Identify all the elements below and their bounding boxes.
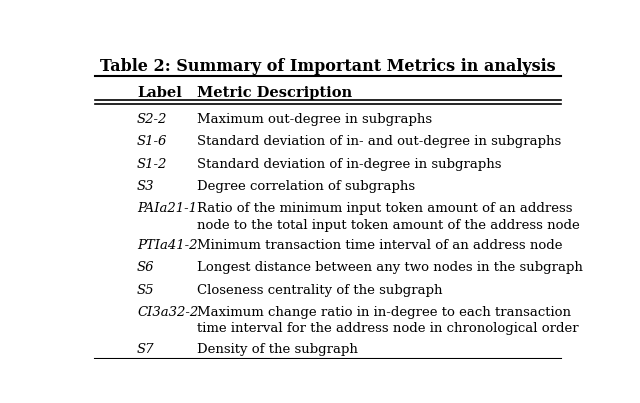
Text: Standard deviation of in- and out-degree in subgraphs: Standard deviation of in- and out-degree… [196,135,561,148]
Text: PAIa21-1: PAIa21-1 [137,202,197,215]
Text: Table 2: Summary of Important Metrics in analysis: Table 2: Summary of Important Metrics in… [100,58,556,75]
Text: Maximum change ratio in in-degree to each transaction
time interval for the addr: Maximum change ratio in in-degree to eac… [196,306,578,335]
Text: S5: S5 [137,284,154,297]
Text: Ratio of the minimum input token amount of an address
node to the total input to: Ratio of the minimum input token amount … [196,202,579,232]
Text: S1-2: S1-2 [137,158,168,170]
Text: PTIa41-2: PTIa41-2 [137,239,198,252]
Text: S1-6: S1-6 [137,135,168,148]
Text: S6: S6 [137,261,154,274]
Text: Label: Label [137,85,182,100]
Text: Metric Description: Metric Description [196,85,352,100]
Text: S7: S7 [137,343,154,355]
Text: S3: S3 [137,180,154,193]
Text: Standard deviation of in-degree in subgraphs: Standard deviation of in-degree in subgr… [196,158,501,170]
Text: Longest distance between any two nodes in the subgraph: Longest distance between any two nodes i… [196,261,582,274]
Text: Closeness centrality of the subgraph: Closeness centrality of the subgraph [196,284,442,297]
Text: Density of the subgraph: Density of the subgraph [196,343,357,355]
Text: Maximum out-degree in subgraphs: Maximum out-degree in subgraphs [196,113,432,126]
Text: Minimum transaction time interval of an address node: Minimum transaction time interval of an … [196,239,562,252]
Text: Degree correlation of subgraphs: Degree correlation of subgraphs [196,180,415,193]
Text: S2-2: S2-2 [137,113,168,126]
Text: CI3a32-2: CI3a32-2 [137,306,198,319]
